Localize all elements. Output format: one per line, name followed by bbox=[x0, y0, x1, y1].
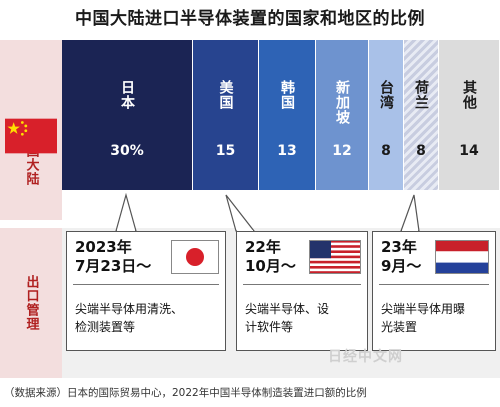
export-desc-netherlands: 尖端半导体用曝 光装置 bbox=[381, 302, 466, 334]
export-desc-usa: 尖端半导体、设 计软件等 bbox=[245, 302, 330, 334]
export-control-netherlands: 23年 9月～ 尖端半导体用曝 光装置 bbox=[372, 231, 496, 351]
export-date-netherlands: 23年 9月～ bbox=[381, 238, 422, 275]
bar-segment-singapore: 新加坡 12 bbox=[316, 40, 369, 190]
bar-label-japan: 日本 bbox=[119, 80, 135, 110]
bar-label-netherlands: 荷兰 bbox=[413, 80, 429, 110]
stacked-bar-chart: 日本 30% 美国 15 韩国 13 新加坡 12 台湾 8 荷兰 8 其他 14 bbox=[62, 40, 500, 190]
row-label-export: 出口管理 bbox=[0, 228, 62, 378]
netherlands-pointer bbox=[400, 194, 420, 232]
watermark: 日经中文网 bbox=[328, 349, 403, 365]
usa-flag-icon bbox=[309, 240, 361, 274]
export-control-usa: 22年 10月～ 尖端半导体、设 计软件等 bbox=[236, 231, 368, 351]
bar-segment-japan: 日本 30% bbox=[62, 40, 193, 190]
bar-label-taiwan: 台湾 bbox=[378, 80, 394, 110]
netherlands-flag-icon bbox=[435, 240, 489, 274]
divider bbox=[243, 284, 361, 285]
chart-title: 中国大陆进口半导体装置的国家和地区的比例 bbox=[75, 9, 425, 29]
divider bbox=[73, 284, 219, 285]
bar-value-japan: 30% bbox=[110, 143, 144, 159]
divider bbox=[379, 284, 489, 285]
bar-value-netherlands: 8 bbox=[416, 143, 426, 159]
bar-label-others: 其他 bbox=[461, 80, 477, 110]
row-label-export-text: 出口管理 bbox=[23, 275, 39, 331]
bar-value-others: 14 bbox=[459, 143, 479, 159]
bar-value-taiwan: 8 bbox=[381, 143, 391, 159]
bar-segment-netherlands: 荷兰 8 bbox=[404, 40, 439, 190]
japan-pointer bbox=[115, 192, 137, 232]
bar-segment-usa: 美国 15 bbox=[193, 40, 259, 190]
export-control-japan: 2023年 7月23日～ 尖端半导体用清洗、 检测装置等 bbox=[66, 231, 226, 351]
row-label-china: 中国大陆 bbox=[0, 40, 62, 220]
bar-segment-korea: 韩国 13 bbox=[259, 40, 316, 190]
bar-value-singapore: 12 bbox=[332, 143, 352, 159]
source-note: （数据来源）日本的国际贸易中心，2022年中国半导体制造装置进口额的比例 bbox=[4, 387, 367, 399]
bar-segment-taiwan: 台湾 8 bbox=[369, 40, 404, 190]
export-date-usa: 22年 10月～ bbox=[245, 238, 296, 275]
bar-segment-others: 其他 14 bbox=[439, 40, 500, 190]
bar-label-usa: 美国 bbox=[217, 80, 234, 110]
japan-flag-icon bbox=[171, 240, 219, 274]
bar-label-singapore: 新加坡 bbox=[334, 80, 350, 125]
bar-value-usa: 15 bbox=[215, 143, 236, 159]
export-desc-japan: 尖端半导体用清洗、 检测装置等 bbox=[75, 302, 184, 334]
bar-label-korea: 韩国 bbox=[279, 80, 295, 110]
usa-pointer bbox=[225, 194, 256, 232]
china-flag-icon bbox=[5, 118, 57, 154]
export-date-japan: 2023年 7月23日～ bbox=[75, 238, 152, 275]
bar-value-korea: 13 bbox=[277, 143, 297, 159]
